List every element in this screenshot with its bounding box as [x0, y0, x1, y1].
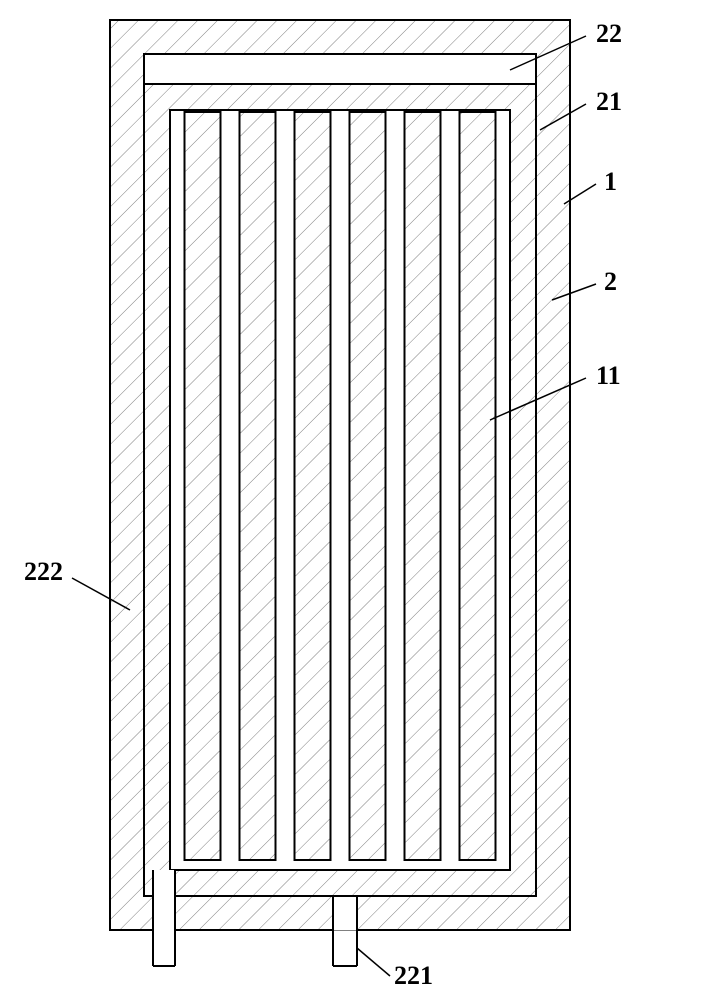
callout-label: 22 [596, 19, 622, 48]
leader-line [357, 948, 390, 976]
bars-group [185, 112, 496, 860]
callout-label: 221 [394, 961, 433, 990]
bar [405, 112, 441, 860]
callout-label: 21 [596, 87, 622, 116]
outer-frame [110, 20, 570, 966]
bar [240, 112, 276, 860]
bar [185, 112, 221, 860]
callout-label: 1 [604, 167, 617, 196]
callout-label: 11 [596, 361, 621, 390]
bar [350, 112, 386, 860]
callout-label: 2 [604, 267, 617, 296]
bar [295, 112, 331, 860]
bar [460, 112, 496, 860]
callout-label: 222 [24, 557, 63, 586]
